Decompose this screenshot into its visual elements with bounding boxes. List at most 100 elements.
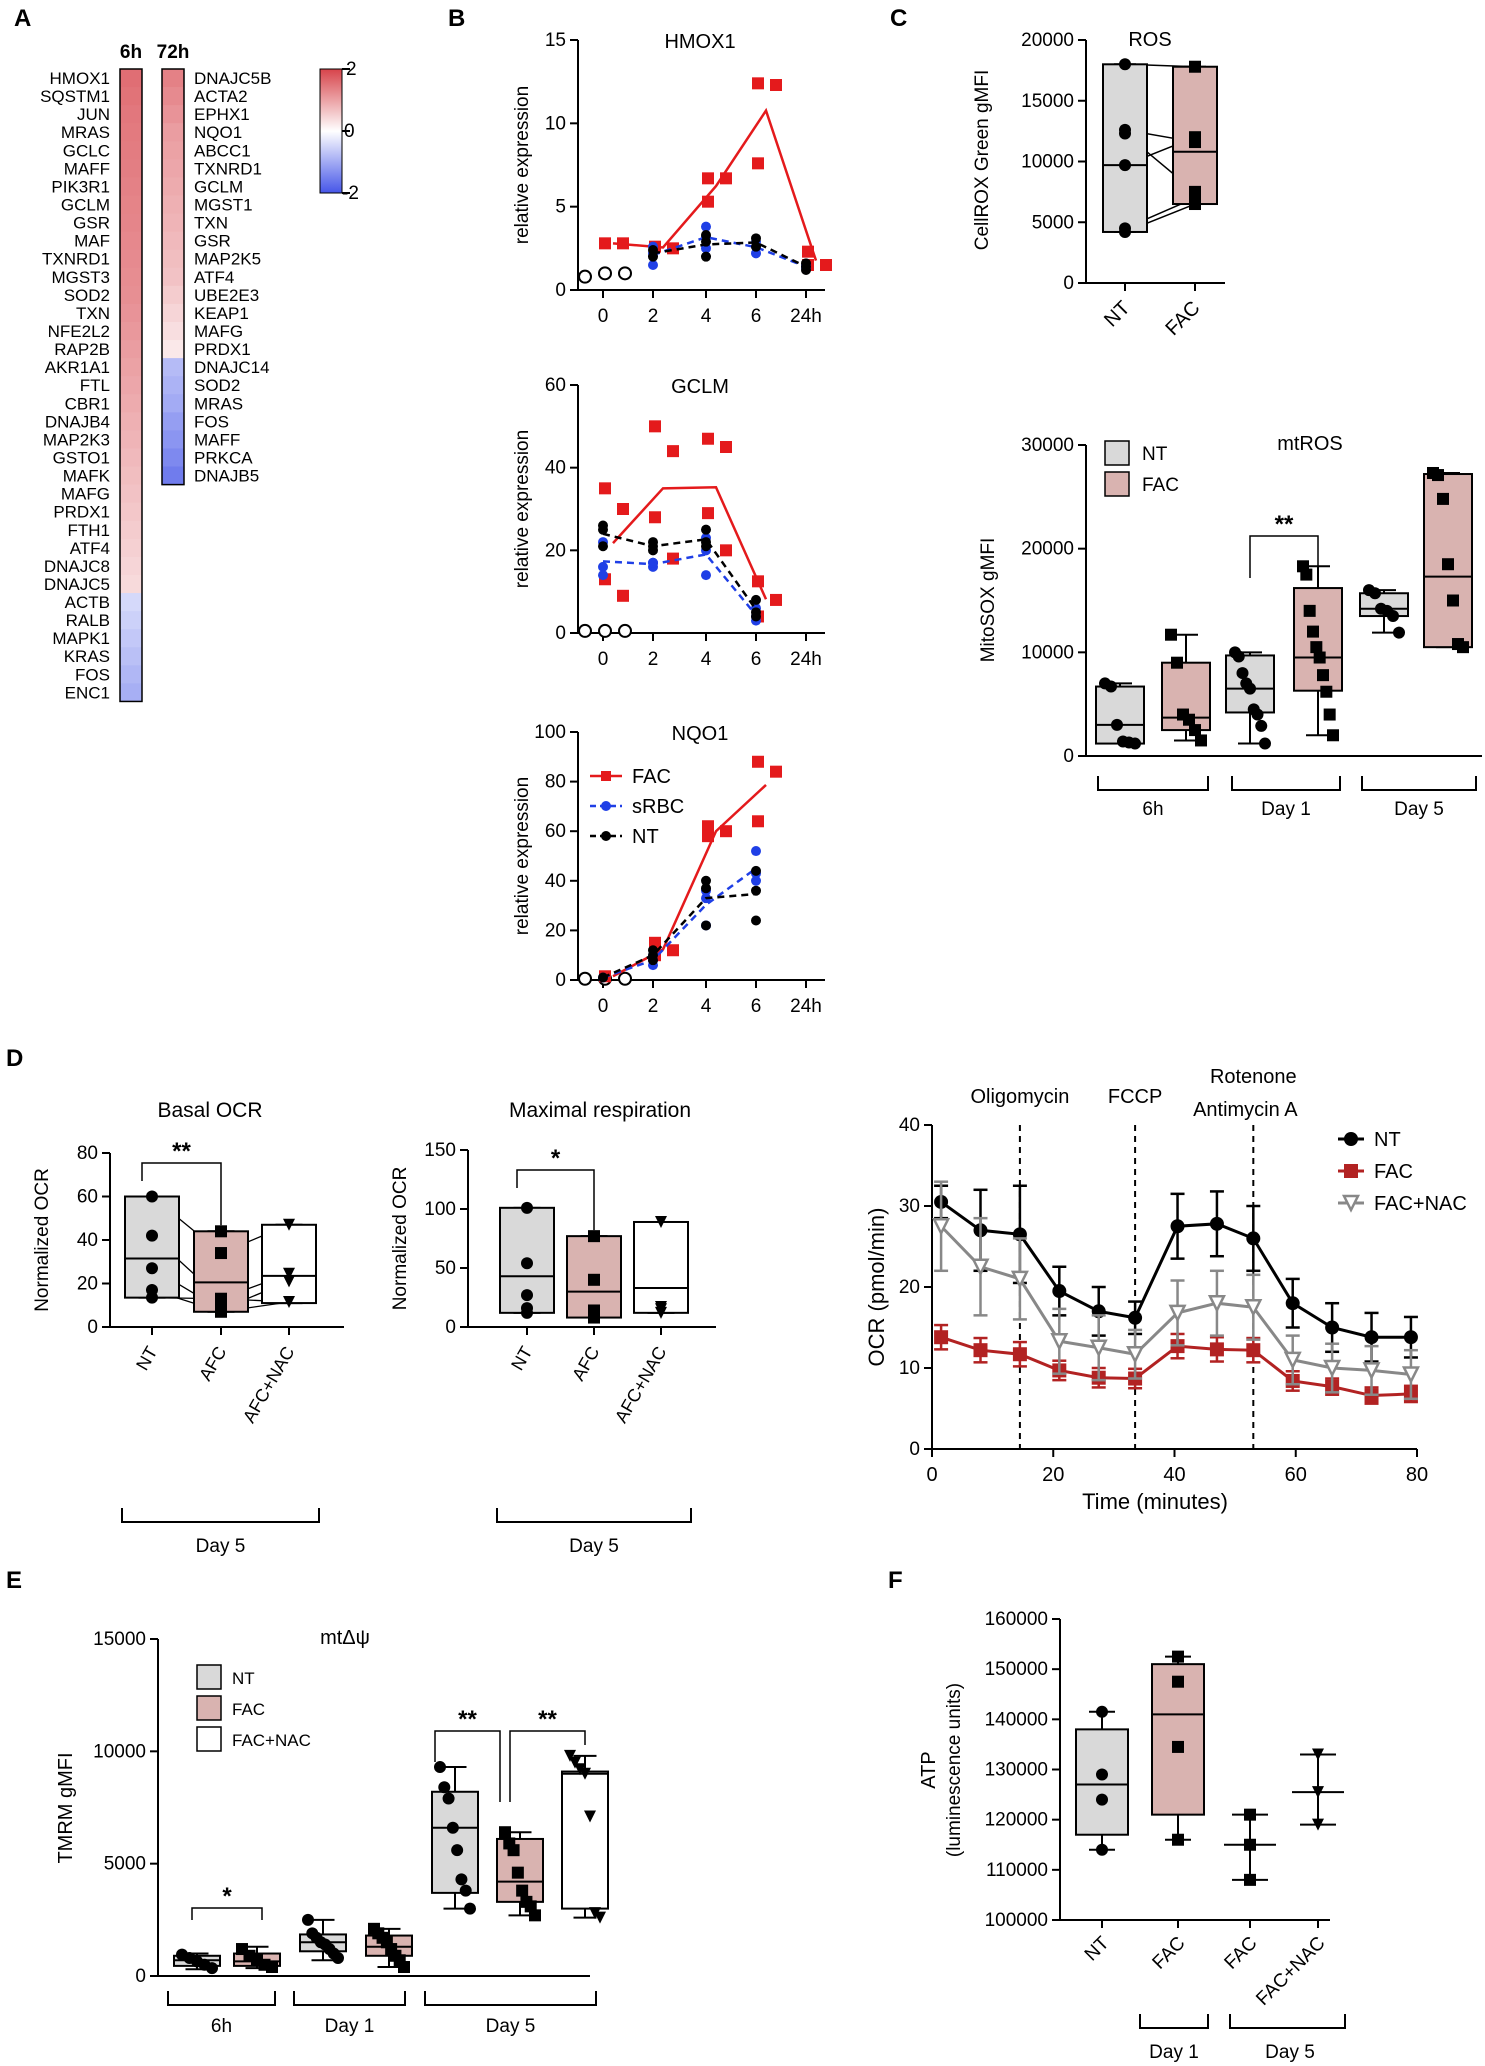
atp-point bbox=[1312, 1748, 1324, 1761]
atp-group-label: Day 5 bbox=[1265, 2042, 1315, 2063]
atp-y-tick-label: 110000 bbox=[986, 1860, 1048, 1881]
B1-point-srbc bbox=[701, 221, 711, 232]
atp-group-bracket bbox=[1139, 2014, 1209, 2029]
ros-x-tick-label: NT bbox=[1100, 297, 1134, 331]
heatmap-cell bbox=[162, 376, 184, 395]
atp-y-tick-label: 160000 bbox=[985, 1609, 1048, 1630]
B2-point-fac bbox=[667, 445, 679, 458]
tmrm-box-point bbox=[529, 1909, 541, 1922]
heatmap-cell bbox=[120, 647, 142, 666]
heatmap-cell bbox=[120, 285, 142, 305]
atp-y-tick-label: 140000 bbox=[985, 1709, 1048, 1730]
B2-y-tick-label: 0 bbox=[555, 623, 566, 644]
atp-box-point bbox=[1172, 1740, 1184, 1753]
tmrm-y-tick-label: 5000 bbox=[104, 1854, 146, 1875]
tmrm-significance-bracket bbox=[434, 1730, 501, 1802]
mtros-box-point bbox=[1300, 568, 1313, 581]
basal-ocr-y-tick-label: 60 bbox=[77, 1187, 98, 1208]
mtros-box-point bbox=[1442, 558, 1454, 571]
heatmap-cell bbox=[162, 466, 184, 486]
ocr-point bbox=[1207, 1294, 1226, 1313]
B3-point-nt bbox=[751, 915, 761, 926]
heatmap-cell bbox=[120, 502, 142, 522]
tmrm-box-point bbox=[507, 1844, 520, 1857]
gene-label: PRKCA bbox=[194, 448, 253, 467]
tmrm-significance-label: * bbox=[222, 1883, 232, 1910]
B1-point-fac bbox=[752, 77, 764, 90]
mtros-legend-label: NT bbox=[1142, 444, 1168, 465]
gene-label: MAP2K3 bbox=[43, 430, 110, 449]
B3-x-tick-label: 2 bbox=[648, 996, 659, 1017]
gene-label: MAFG bbox=[194, 322, 243, 341]
heatmap-cell bbox=[120, 665, 142, 684]
colorbar-max-label: 2 bbox=[346, 59, 357, 80]
B3-point-srbc bbox=[751, 846, 761, 857]
heatmap-cell bbox=[162, 340, 184, 359]
ros-box-nt-point bbox=[1119, 127, 1131, 140]
gene-label: RALB bbox=[66, 611, 110, 630]
atp-point bbox=[1244, 1808, 1256, 1821]
heatmap-cell bbox=[120, 249, 142, 269]
ocr-x-tick-label: 40 bbox=[1163, 1464, 1185, 1486]
ocr-point bbox=[1362, 1362, 1381, 1381]
ros-box-fac-point bbox=[1189, 136, 1201, 149]
B2-point-srbc bbox=[648, 557, 658, 568]
heatmap-cell bbox=[120, 376, 142, 395]
mtros-significance-bracket bbox=[1249, 535, 1319, 578]
max-resp-box-point bbox=[588, 1273, 600, 1286]
gene-label: MRAS bbox=[194, 394, 243, 413]
tmrm-legend-swatch bbox=[196, 1664, 222, 1690]
mtros-box-point bbox=[1189, 724, 1201, 737]
tmrm-significance-label: ** bbox=[458, 1706, 477, 1733]
mtros-group-label: Day 1 bbox=[1261, 799, 1311, 820]
ocr-y-tick-label: 40 bbox=[899, 1115, 920, 1136]
ros-title: ROS bbox=[1128, 29, 1171, 51]
mtros-box-point bbox=[1111, 718, 1123, 731]
B2-point-fac bbox=[649, 511, 661, 524]
mtros-group-bracket bbox=[1231, 776, 1341, 791]
ros-y-tick-label: 10000 bbox=[1021, 152, 1074, 173]
gene-label: MAFK bbox=[63, 467, 111, 486]
gene-label: HMOX1 bbox=[50, 69, 110, 88]
B2-y-label: relative expression bbox=[512, 430, 533, 588]
gene-label: PRDX1 bbox=[194, 340, 251, 359]
legend-marker bbox=[601, 801, 611, 811]
gene-label: TXN bbox=[194, 214, 228, 233]
mtros-box-point bbox=[1165, 628, 1177, 641]
B1-point-srbc bbox=[648, 260, 658, 270]
mtros-legend-swatch bbox=[1104, 471, 1130, 497]
B1-mean-line-fac bbox=[612, 107, 818, 261]
B2-baseline-point bbox=[598, 623, 612, 638]
ros-y-tick-label: 0 bbox=[1063, 273, 1074, 294]
B1-y-label: relative expression bbox=[512, 86, 533, 244]
max-resp-y-tick-label: 50 bbox=[435, 1258, 456, 1279]
basal-ocr-group-bracket bbox=[121, 1508, 320, 1523]
tmrm-legend-label: FAC+NAC bbox=[232, 1731, 311, 1750]
heatmap-cell bbox=[120, 195, 142, 215]
B2-x-tick-label: 2 bbox=[648, 649, 659, 670]
heatmap-cell bbox=[162, 87, 184, 106]
atp-y-tick-label: 150000 bbox=[985, 1659, 1048, 1680]
atp-box-point bbox=[1172, 1650, 1184, 1663]
max-resp-group-bracket bbox=[496, 1508, 692, 1523]
B3-y-label: relative expression bbox=[512, 777, 533, 935]
B3-y-tick-label: 40 bbox=[545, 871, 566, 892]
atp-box-box bbox=[1151, 1663, 1205, 1816]
B2-point-fac bbox=[649, 420, 661, 433]
atp-box-point bbox=[1172, 1833, 1184, 1846]
gene-label: DNAJB5 bbox=[194, 467, 259, 486]
gene-label: GSR bbox=[194, 232, 231, 251]
max-resp-y-tick-label: 0 bbox=[445, 1317, 456, 1338]
B2-y-tick-label: 60 bbox=[545, 375, 566, 396]
basal-ocr-box-point bbox=[215, 1225, 227, 1238]
B1-title: HMOX1 bbox=[664, 31, 735, 53]
ocr-point bbox=[1128, 1310, 1143, 1325]
B1-point-fac bbox=[752, 157, 764, 170]
mtros-box-point bbox=[1171, 656, 1183, 669]
B2-mean-line-fac bbox=[612, 486, 768, 600]
heatmap-cell bbox=[120, 520, 142, 540]
B3-point-nt bbox=[701, 920, 711, 931]
B1-point-fac bbox=[820, 259, 832, 271]
ocr-legend-label: FAC bbox=[1374, 1161, 1413, 1183]
